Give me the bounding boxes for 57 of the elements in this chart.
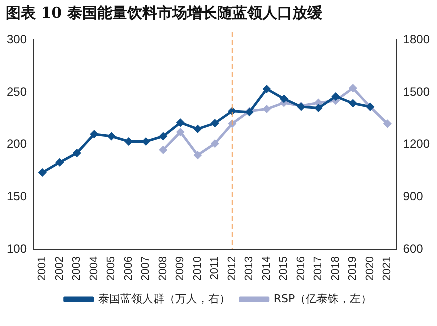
point — [160, 132, 168, 140]
point — [142, 138, 150, 146]
x-tick-label: 2016 — [295, 256, 308, 282]
y-tick-label: 200 — [6, 137, 28, 152]
x-tick-label: 2004 — [88, 256, 100, 282]
legend-label: RSP（亿泰铢，左） — [274, 292, 372, 306]
x-tick-label: 2002 — [54, 256, 66, 282]
x-tick-label: 2010 — [192, 256, 204, 282]
x-tick-label: 2018 — [330, 256, 342, 282]
point — [56, 158, 64, 166]
x-tick-label: 2007 — [140, 256, 152, 282]
point — [263, 106, 271, 114]
point — [384, 120, 392, 128]
point — [211, 140, 219, 148]
point — [314, 104, 322, 112]
y-tick-label: 150 — [6, 190, 28, 204]
x-tick-label: 2015 — [278, 256, 290, 282]
point — [280, 95, 288, 103]
point — [90, 130, 98, 138]
y2-tick-label: 1800 — [403, 32, 430, 47]
point — [194, 125, 202, 133]
x-tick-label: 2020 — [364, 256, 376, 282]
x-tick-label: 2017 — [312, 256, 325, 282]
chart-title: 图表 10 泰国能量饮料市场增长随蓝领人口放缓 — [6, 4, 322, 23]
x-tick-label: 2019 — [347, 256, 360, 282]
point — [349, 84, 357, 92]
point — [194, 152, 202, 160]
x-tick-label: 2012 — [226, 256, 238, 282]
x-tick-label: 2021 — [382, 256, 394, 282]
point — [263, 85, 271, 93]
x-tick-label: 2013 — [244, 256, 256, 282]
x-tick-label: 2001 — [36, 256, 49, 282]
point — [349, 100, 357, 108]
x-tick-label: 2005 — [106, 256, 118, 282]
x-tick-label: 2014 — [260, 256, 273, 282]
point — [332, 92, 340, 100]
y-tick-label: 250 — [6, 84, 28, 99]
y2-tick-label: 1200 — [403, 137, 430, 152]
x-tick-label: 2011 — [209, 256, 222, 280]
x-tick-label: 2008 — [157, 256, 170, 282]
y2-tick-label: 600 — [403, 242, 424, 256]
point — [73, 149, 81, 157]
point — [176, 128, 184, 136]
x-tick-label: 2003 — [71, 256, 84, 282]
y2-tick-label: 900 — [403, 190, 424, 204]
y-tick-label: 300 — [6, 32, 28, 47]
x-tick-label: 2006 — [122, 256, 135, 282]
point — [176, 119, 184, 127]
point — [160, 146, 168, 154]
point — [108, 132, 116, 140]
legend-label: 泰国蓝领人群（万人，右） — [98, 292, 230, 306]
point — [211, 120, 219, 128]
point — [125, 138, 133, 146]
point — [38, 169, 46, 177]
y2-tick-label: 1500 — [403, 84, 430, 99]
y-tick-label: 100 — [6, 242, 28, 256]
x-tick-label: 2009 — [174, 256, 187, 282]
